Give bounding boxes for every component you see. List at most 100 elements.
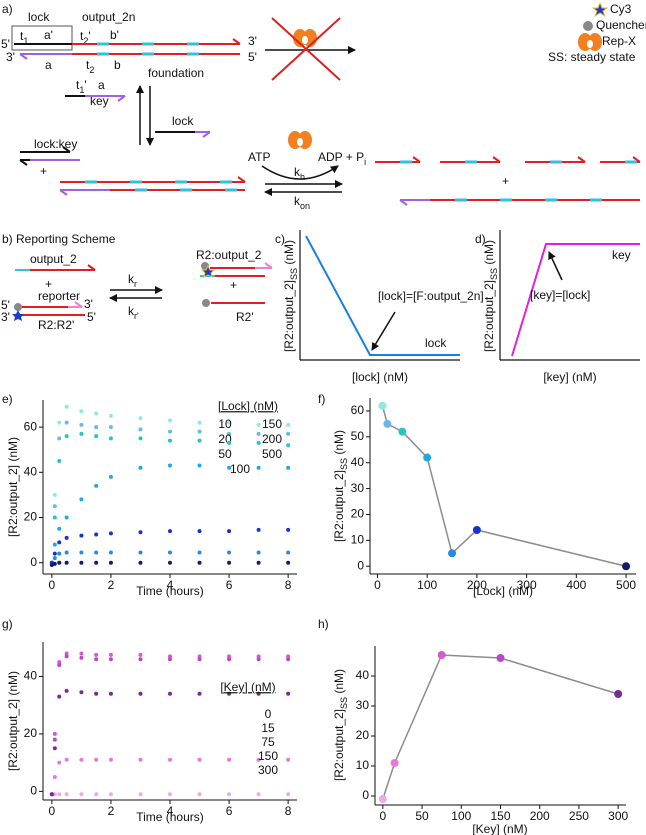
y-tick-label: 20 [24,726,38,740]
data-point [286,465,291,470]
x-tick-label: 2 [108,804,115,818]
y-tick-label: 30 [356,698,370,712]
ylabel: [R2:output_2]SS (nM) [332,669,349,781]
data-point [197,550,202,555]
data-point [197,463,202,468]
data-point [168,418,172,423]
kh: kh [294,165,305,182]
output: output_2n [82,10,135,24]
y-tick-label: 60 [351,403,365,417]
strand [412,156,421,163]
x-tick-label: 100 [417,578,437,592]
data-point [57,792,62,797]
data-point [227,465,232,470]
schematic-line [511,243,640,357]
data-point [622,562,631,571]
y-tick-label: 20 [356,728,370,742]
y-tick-label: 40 [356,668,370,682]
y-tick-label: 30 [351,481,365,495]
data-point [197,438,202,443]
data-point [79,792,84,797]
three-r: 3' [84,297,93,311]
data-point [286,757,291,762]
data-point [57,760,62,765]
label-part: t [20,29,24,43]
panel-label: f) [318,392,325,406]
data-point [64,654,69,659]
legend-title: [Key] (nM) [220,680,275,694]
data-point [227,529,232,534]
x-tick-label: 4 [167,804,174,818]
data-point [496,654,505,662]
y-tick-label: 0 [357,558,364,572]
y-tick-label: 0 [30,784,37,798]
data-point [94,532,99,537]
strand [74,301,83,308]
key: key [90,94,109,108]
y-tick-label: 0 [362,788,369,802]
data-point [227,431,232,436]
data-point [94,560,99,565]
a: a [45,58,52,72]
ylabel: [R2:output_2] (nM) [6,437,20,537]
strand [19,53,28,60]
x-tick-label: 250 [569,809,589,823]
data-point [168,429,172,434]
quencher [202,299,210,307]
t2-prime: t2' [80,29,91,46]
legend-entry: 300 [258,763,278,777]
data-point [94,550,99,555]
x-tick-label: 2 [108,578,115,592]
five-right: 5' [248,50,257,64]
label-part: ' [84,78,86,92]
reaction-arc [261,165,339,180]
data-point [57,420,62,425]
cy3 [12,310,24,321]
strand [632,156,641,163]
data-point [52,746,57,751]
r2p: R2' [236,310,254,324]
data-point [256,691,261,696]
data-point [197,529,202,534]
data-point [108,474,113,479]
x-tick-label: 8 [285,578,292,592]
data-point [197,420,202,425]
legend-title: [Lock] (nM) [218,399,278,413]
data-point [57,459,62,464]
data-point [52,737,57,742]
x-tick-label: 50 [415,809,429,823]
x-tick-label: 300 [608,809,628,823]
data-point [437,651,446,659]
ylabel: [R2:output_2]SS (nM) [482,240,499,352]
label: d) [475,232,486,246]
y-tick-label: 40 [24,464,38,478]
data-point [108,657,113,662]
y-tick-label: 60 [24,419,38,433]
data-point [94,483,99,488]
t1-prime: t1' [76,78,87,95]
subscript: 2 [83,36,88,46]
data-point [138,436,143,441]
x-tick-label: 100 [451,809,471,823]
data-point [378,795,387,803]
data-point [108,413,113,418]
subscript: SS [289,268,299,280]
strand [548,251,563,281]
data-point [79,690,84,695]
data-point [227,560,232,565]
subscript: 1 [79,85,84,95]
label-part: [R2:output_2] [482,280,496,352]
legend-entry: 15 [261,721,275,735]
quencher: Quencher [596,18,646,32]
a-prime: a' [44,28,53,42]
data-point [94,652,99,657]
series: lock [425,336,447,350]
quencher [14,303,22,311]
label-part: k [128,272,135,286]
data-point [52,731,57,736]
cy3 [200,264,216,278]
data-point [197,691,202,696]
five-r: 5' [87,310,96,324]
xlabel: [key] (nM) [543,370,596,384]
data-point [227,550,232,555]
